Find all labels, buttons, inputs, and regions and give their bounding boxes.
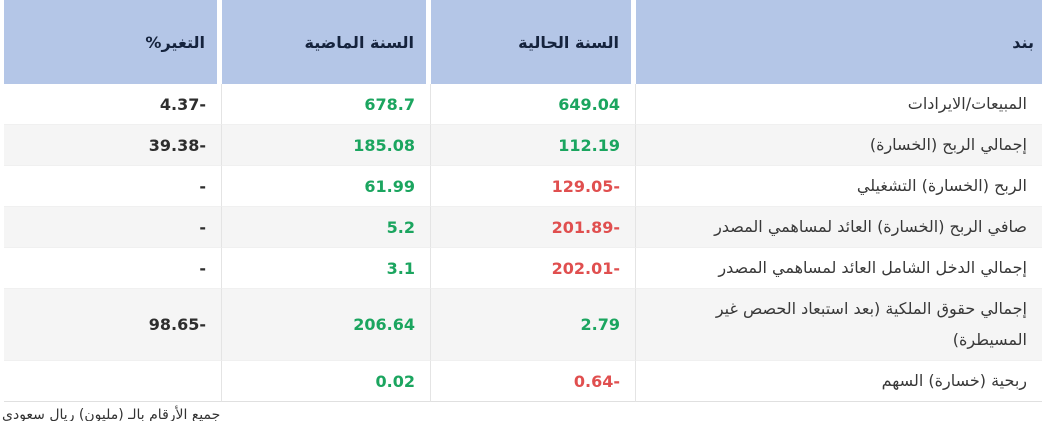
item-label: صافي الربح (الخسارة) العائد لمساهمي المص…	[636, 207, 1042, 248]
change-percent-value: -4.37	[4, 84, 222, 125]
column-header-previous-year: السنة الماضية	[222, 0, 431, 84]
change-percent-value: -	[4, 207, 222, 248]
previous-year-value: 3.1	[222, 248, 431, 289]
previous-year-value: 185.08	[222, 125, 431, 166]
item-label: إجمالي الدخل الشامل العائد لمساهمي المصد…	[636, 248, 1042, 289]
table-header: بند السنة الحالية السنة الماضية التغير%	[4, 0, 1042, 84]
table-row: صافي الربح (الخسارة) العائد لمساهمي المص…	[4, 207, 1042, 248]
table-row: الربح (الخسارة) التشغيلي -129.05 61.99 -	[4, 166, 1042, 207]
table-row: إجمالي حقوق الملكية (بعد استبعاد الحصص غ…	[4, 289, 1042, 361]
current-year-value: -0.64	[431, 361, 636, 402]
table-row: ربحية (خسارة) السهم -0.64 0.02	[4, 361, 1042, 402]
column-header-item: بند	[636, 0, 1042, 84]
current-year-value: -201.89	[431, 207, 636, 248]
financials-comparison-table: بند السنة الحالية السنة الماضية التغير% …	[4, 0, 1042, 402]
previous-year-value: 206.64	[222, 289, 431, 361]
header-row: بند السنة الحالية السنة الماضية التغير%	[4, 0, 1042, 84]
current-year-value: 112.19	[431, 125, 636, 166]
change-percent-value: -98.65	[4, 289, 222, 361]
previous-year-value: 61.99	[222, 166, 431, 207]
change-percent-value	[4, 361, 222, 402]
change-percent-value: -39.38	[4, 125, 222, 166]
units-footnote: جميع الأرقام بالـ (مليون) ريال سعودي	[2, 407, 221, 421]
current-year-value: 649.04	[431, 84, 636, 125]
item-label: ربحية (خسارة) السهم	[636, 361, 1042, 402]
table-row: إجمالي الدخل الشامل العائد لمساهمي المصد…	[4, 248, 1042, 289]
previous-year-value: 0.02	[222, 361, 431, 402]
item-label: إجمالي حقوق الملكية (بعد استبعاد الحصص غ…	[636, 289, 1042, 361]
previous-year-value: 5.2	[222, 207, 431, 248]
change-percent-value: -	[4, 166, 222, 207]
current-year-value: 2.79	[431, 289, 636, 361]
table-row: إجمالي الربح (الخسارة) 112.19 185.08 -39…	[4, 125, 1042, 166]
item-label: الربح (الخسارة) التشغيلي	[636, 166, 1042, 207]
column-header-change-percent: التغير%	[4, 0, 222, 84]
item-label: المبيعات/الايرادات	[636, 84, 1042, 125]
current-year-value: -129.05	[431, 166, 636, 207]
previous-year-value: 678.7	[222, 84, 431, 125]
column-header-current-year: السنة الحالية	[431, 0, 636, 84]
item-label: إجمالي الربح (الخسارة)	[636, 125, 1042, 166]
change-percent-value: -	[4, 248, 222, 289]
table-row: المبيعات/الايرادات 649.04 678.7 -4.37	[4, 84, 1042, 125]
current-year-value: -202.01	[431, 248, 636, 289]
table-body: المبيعات/الايرادات 649.04 678.7 -4.37 إج…	[4, 84, 1042, 402]
